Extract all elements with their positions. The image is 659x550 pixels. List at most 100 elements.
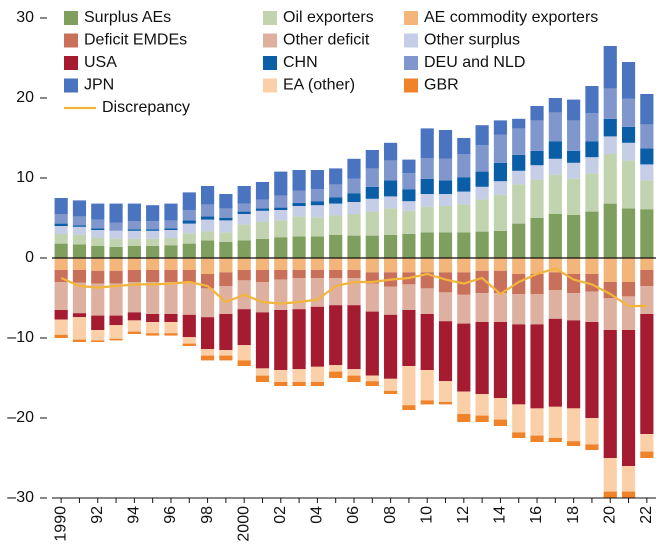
bar-segment (512, 404, 526, 433)
bar-segment (548, 112, 562, 142)
bar-segment (621, 160, 636, 209)
bar-segment (402, 310, 416, 366)
bar-segment (292, 270, 306, 278)
bar-segment (127, 221, 141, 230)
bar-segment (585, 258, 599, 274)
bar-segment (475, 293, 489, 322)
bar-segment (109, 338, 123, 341)
x-tick-label: 02 (272, 506, 289, 524)
bar-segment (146, 282, 160, 314)
bar-segment (146, 322, 160, 334)
bar-segment (402, 201, 416, 211)
bar-segment (567, 178, 581, 215)
bar-segment (127, 282, 141, 313)
bar-segment (621, 62, 636, 99)
bar-segment (182, 314, 196, 338)
bar-segment (329, 305, 343, 366)
bar-segment (420, 206, 434, 233)
legend-label: Deficit EMDEs (84, 32, 187, 49)
bar-segment (329, 371, 343, 378)
bar-segment (255, 312, 270, 369)
bar-segment (548, 158, 562, 175)
bar-segment (310, 366, 324, 382)
bar-segment (548, 406, 562, 438)
bar-segment (164, 258, 178, 270)
bar-segment (72, 282, 87, 314)
bar-segment (420, 158, 434, 179)
bar-segment (127, 230, 141, 239)
bar-segment (640, 434, 654, 452)
bar-segment (621, 98, 636, 127)
bar-segment (384, 196, 398, 209)
bar-segment (420, 370, 434, 401)
bar-segment (146, 333, 160, 336)
bar-segment (164, 333, 178, 336)
bar-segment (146, 230, 160, 239)
bar-segment (493, 181, 508, 195)
x-tick-label: 12 (455, 506, 472, 524)
bar-segment (164, 228, 178, 230)
bar-segment (640, 258, 654, 270)
y-tick-label: 0 (25, 249, 34, 266)
bar-segment (493, 293, 508, 322)
bar-segment (127, 320, 141, 332)
bar-segment (365, 381, 379, 386)
bar-segment (127, 312, 141, 321)
bar-segment (438, 272, 453, 293)
bar-segment (475, 258, 489, 271)
bar-segment (274, 210, 288, 221)
bar-segment (475, 186, 489, 200)
x-tick-label: 96 (162, 506, 179, 524)
bar-segment (493, 322, 508, 398)
bar-segment (384, 378, 398, 391)
bar-segment (457, 191, 471, 205)
bar-segment (585, 141, 599, 158)
bar-segment (182, 243, 196, 258)
bar-segment (127, 331, 141, 334)
bar-segment (127, 229, 141, 231)
bar-segment (365, 211, 379, 236)
bar-segment (255, 375, 270, 382)
bar-segment (384, 286, 398, 315)
bar-segment (621, 330, 636, 466)
bar-segment (292, 278, 306, 310)
bar-segment (72, 225, 87, 227)
bar-segment (255, 199, 270, 209)
bar-segment (438, 292, 453, 322)
bar-segment (567, 120, 581, 151)
bar-segment (347, 158, 361, 179)
bar-segment (457, 414, 471, 422)
bar-segment (384, 258, 398, 273)
bar-segment (109, 238, 123, 247)
bar-segment (621, 208, 636, 258)
bar-segment (109, 246, 123, 258)
x-tick-label: 14 (492, 506, 509, 524)
bar-segment (255, 282, 270, 313)
bar-segment (567, 99, 581, 121)
bar-segment (493, 398, 508, 420)
bar-segment (292, 309, 306, 370)
x-tick-label: 16 (528, 506, 545, 524)
bar-segment (585, 86, 599, 114)
bar-segment (310, 189, 324, 202)
bar-segment (548, 98, 562, 113)
bar-segment (457, 204, 471, 233)
bar-segment (91, 203, 105, 220)
legend-label: GBR (424, 77, 459, 94)
bar-segment (292, 382, 306, 386)
bar-segment (237, 224, 251, 241)
bar-segment (365, 235, 379, 258)
bar-segment (548, 174, 562, 214)
bar-segment (292, 190, 306, 203)
bar-segment (347, 278, 361, 306)
bar-segment (237, 309, 251, 346)
bar-segment (512, 432, 526, 438)
x-tick-label: 20 (601, 506, 618, 524)
bar-segment (621, 142, 636, 161)
bar-segment (182, 233, 196, 244)
bar-segment (493, 419, 508, 426)
bar-segment (402, 405, 416, 410)
bar-segment (200, 231, 215, 241)
bar-segment (310, 201, 324, 206)
